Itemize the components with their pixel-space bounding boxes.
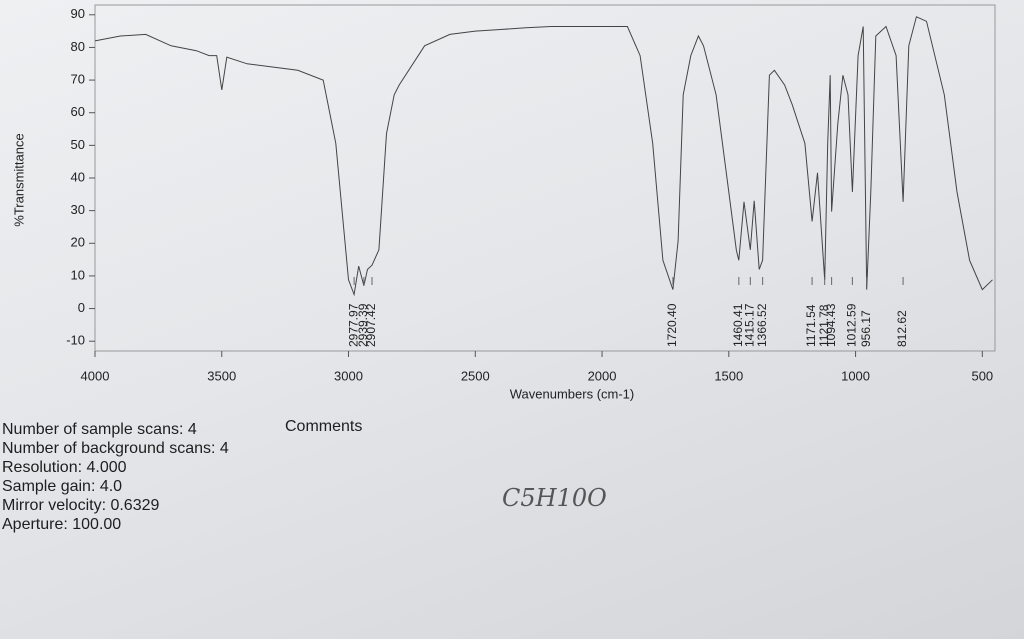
info-line: Aperture: 100.00 (2, 516, 122, 533)
comments-heading: Comments (285, 418, 363, 435)
peak-label: 2977.97 (346, 303, 360, 347)
scan-info: Number of sample scans: 4 Number of backg… (2, 420, 229, 534)
info-line: Mirror velocity: 0.6329 (2, 497, 160, 514)
y-tick-label: 10 (71, 267, 85, 282)
plot-frame (94, 4, 996, 352)
y-tick-label: 50 (71, 137, 85, 152)
y-tick-label: -10 (66, 333, 85, 348)
peak-label: 812.62 (895, 310, 909, 347)
y-tick-label: 80 (71, 39, 85, 54)
y-tick-label: 40 (71, 169, 85, 184)
spectrum-line (94, 16, 993, 297)
x-tick-label: 3000 (334, 368, 363, 383)
peak-label: 1415.17 (742, 303, 756, 347)
x-tick-label: 4000 (81, 368, 110, 383)
peak-label: 1094.43 (824, 303, 838, 347)
y-tick-label: 90 (71, 6, 85, 21)
x-tick-label: 2500 (461, 368, 490, 383)
x-tick-label: 3500 (207, 368, 236, 383)
y-tick-label: 20 (71, 235, 85, 250)
info-line: Number of background scans: 4 (2, 440, 229, 457)
y-tick-label: 0 (78, 300, 85, 315)
x-tick-label: 1000 (841, 368, 870, 383)
peak-label: 1171.54 (804, 304, 818, 347)
peak-label: 1720.40 (665, 303, 679, 347)
x-axis-label: Wavenumbers (cm-1) (510, 386, 634, 401)
y-axis-label: %Transmittance (11, 133, 26, 226)
y-tick-label: 30 (71, 202, 85, 217)
info-line: Sample gain: 4.0 (2, 478, 123, 495)
info-line: Number of sample scans: 4 (2, 421, 197, 438)
peak-label: 1012.59 (845, 303, 859, 347)
peak-label: 1366.52 (755, 303, 769, 347)
handwritten-formula: C5H10O (502, 484, 607, 512)
y-tick-label: 70 (71, 72, 85, 87)
peak-label: 2907.42 (364, 303, 378, 347)
peak-label: 956.17 (859, 310, 873, 347)
x-tick-label: 2000 (588, 368, 617, 383)
x-tick-label: 1500 (714, 368, 743, 383)
peak-label: 1460.41 (731, 303, 745, 347)
x-tick-label: 500 (971, 368, 993, 383)
y-tick-label: 60 (71, 104, 85, 119)
peak-label: 2939.39 (356, 303, 370, 347)
peak-label: 1121.78 (817, 304, 831, 347)
info-line: Resolution: 4.000 (2, 459, 127, 476)
